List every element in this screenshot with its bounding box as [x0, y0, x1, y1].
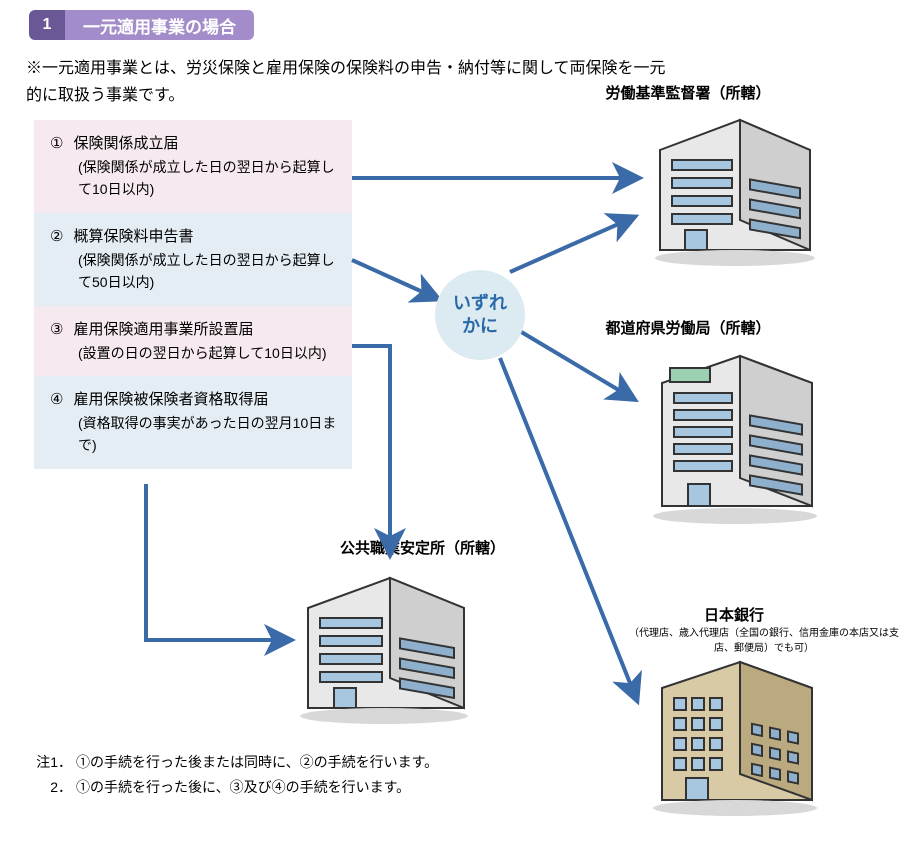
step-2-title: 概算保険料申告書 [73, 225, 193, 249]
step-3: ③ 雇用保険適用事業所設置届 (設置の日の翌日から起算して10日以内) [34, 306, 352, 376]
note-2: 2． ①の手続を行った後に、③及び④の手続を行います。 [30, 775, 438, 800]
dest-bank-label: 日本銀行 [704, 604, 764, 625]
arrow-step4-to-public-elbow [146, 484, 288, 640]
step-3-sub: (設置の日の翌日から起算して10日以内) [78, 342, 338, 364]
step-2-sub: (保険関係が成立した日の翌日から起算して50日以内) [78, 249, 338, 294]
office-building-icon [284, 558, 484, 728]
center-badge: いずれ かに [435, 270, 525, 360]
step-1: ① 保険関係成立届 (保険関係が成立した日の翌日から起算して10日以内) [34, 120, 352, 213]
arrow-badge-to-top [510, 218, 632, 272]
intro-text: ※一元適用事業とは、労災保険と雇用保険の保険料の申告・納付等に関して両保険を一元… [26, 55, 666, 109]
step-1-sub: (保険関係が成立した日の翌日から起算して10日以内) [78, 156, 338, 201]
step-2: ② 概算保険料申告書 (保険関係が成立した日の翌日から起算して50日以内) [34, 213, 352, 306]
arrow-step3-to-public-elbow [352, 346, 390, 552]
step-1-title: 保険関係成立届 [73, 132, 178, 156]
dest-public-label: 公共職業安定所（所轄） [340, 537, 505, 558]
arrow-badge-to-bank [500, 358, 636, 698]
step-3-title: 雇用保険適用事業所設置届 [73, 318, 253, 342]
office-building-icon [640, 648, 830, 818]
step-4-num: ④ [50, 388, 63, 412]
note-2-label: 2． [30, 775, 76, 800]
note-1-label: 注1． [30, 750, 76, 775]
step-4-sub: (資格取得の事実があった日の翌月10日まで) [78, 412, 338, 457]
step-4-title: 雇用保険被保険者資格取得届 [73, 388, 268, 412]
building-public [284, 558, 484, 731]
building-bank [640, 648, 830, 821]
arrow-badge-to-mid [518, 330, 632, 398]
notes: 注1． ①の手続を行った後または同時に、②の手続を行います。 2． ①の手続を行… [30, 750, 438, 800]
step-3-num: ③ [50, 318, 63, 342]
arrow-step2-to-badge [352, 260, 436, 298]
office-building-icon [640, 338, 830, 528]
center-badge-line1: いずれ [453, 292, 507, 315]
section-header: 1 一元適用事業の場合 [29, 10, 254, 40]
section-number: 1 [29, 10, 65, 40]
dest-mid-label: 都道府県労働局（所轄） [605, 317, 770, 338]
section-title: 一元適用事業の場合 [65, 10, 254, 40]
office-building-icon [640, 100, 830, 270]
steps-list: ① 保険関係成立届 (保険関係が成立した日の翌日から起算して10日以内) ② 概算保… [34, 120, 352, 469]
note-2-text: ①の手続を行った後に、③及び④の手続を行います。 [76, 775, 410, 800]
step-4: ④ 雇用保険被保険者資格取得届 (資格取得の事実があった日の翌月10日まで) [34, 376, 352, 469]
center-badge-line2: かに [453, 315, 507, 338]
note-1-text: ①の手続を行った後または同時に、②の手続を行います。 [76, 750, 438, 775]
step-2-num: ② [50, 225, 63, 249]
note-1: 注1． ①の手続を行った後または同時に、②の手続を行います。 [30, 750, 438, 775]
building-top [640, 100, 830, 273]
building-mid [640, 338, 830, 531]
step-1-num: ① [50, 132, 63, 156]
